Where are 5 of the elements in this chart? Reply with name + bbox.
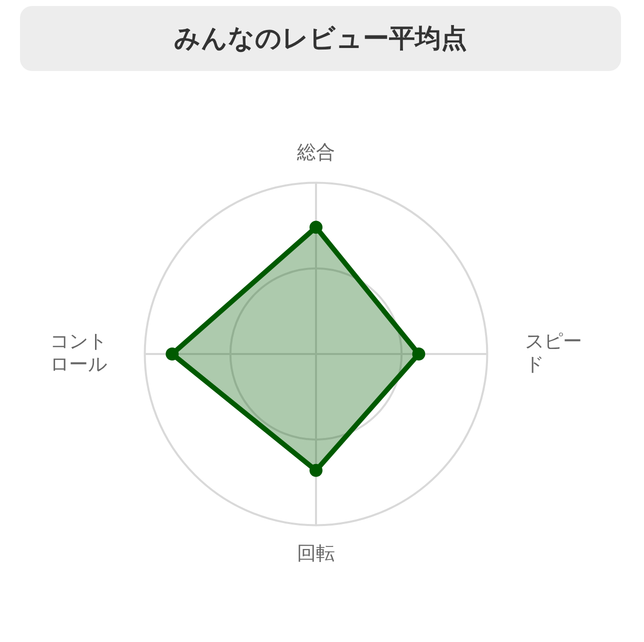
spoke-label: 総合	[296, 141, 335, 164]
spoke-label: スピード	[525, 330, 582, 376]
spoke-label: 回転	[297, 542, 335, 565]
spoke-label: コントロール	[50, 330, 107, 376]
chart-title: みんなのレビュー平均点	[174, 23, 467, 56]
